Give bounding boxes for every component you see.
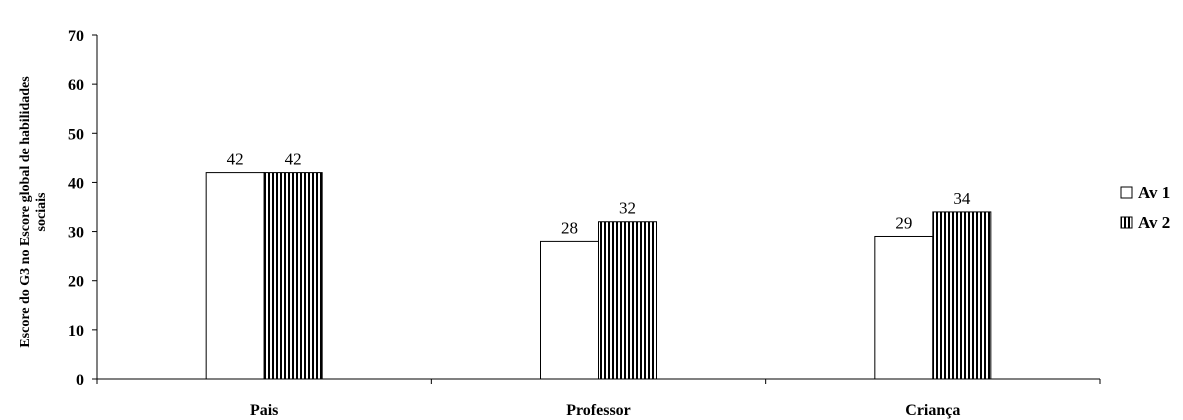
bar-av2-1 (599, 222, 657, 379)
category-label: Pais (250, 402, 278, 419)
bar-av2-0 (264, 173, 322, 379)
bar-av2-2 (933, 212, 991, 379)
legend-label: Av 2 (1138, 213, 1170, 232)
category-label: Criança (905, 402, 960, 419)
bars (206, 173, 991, 379)
data-label: 34 (953, 189, 971, 208)
y-axis-ticks: 0 10 20 30 40 50 60 70 (68, 28, 97, 389)
y-tick-label: 70 (68, 28, 84, 45)
legend-swatch (1121, 217, 1132, 228)
bar-av1-0 (206, 173, 264, 379)
data-label: 42 (227, 150, 244, 169)
x-axis-ticks (97, 379, 1100, 384)
legend-label: Av 1 (1138, 183, 1170, 202)
bar-av1-1 (541, 241, 599, 379)
y-axis-label: Escore do G3 no Escore global de habilid… (18, 76, 49, 348)
legend-swatch (1121, 187, 1132, 198)
data-label: 28 (561, 218, 578, 237)
y-axis-label-line-2: sociais (34, 192, 49, 231)
y-tick-label: 0 (76, 372, 84, 389)
y-tick-label: 30 (68, 225, 84, 242)
data-label: 32 (619, 199, 636, 218)
legend: Av 1 Av 2 (1121, 183, 1170, 232)
y-tick-label: 10 (68, 323, 84, 340)
category-labels: Pais Professor Criança (250, 402, 960, 419)
bar-av1-2 (875, 236, 933, 379)
data-label: 42 (285, 150, 302, 169)
y-tick-label: 40 (68, 175, 84, 192)
y-axis-label-line-1: Escore do G3 no Escore global de habilid… (18, 76, 33, 348)
y-tick-label: 20 (68, 274, 84, 291)
y-tick-label: 60 (68, 77, 84, 94)
data-label: 29 (895, 213, 912, 232)
y-tick-label: 50 (68, 126, 84, 143)
category-label: Professor (566, 402, 631, 419)
